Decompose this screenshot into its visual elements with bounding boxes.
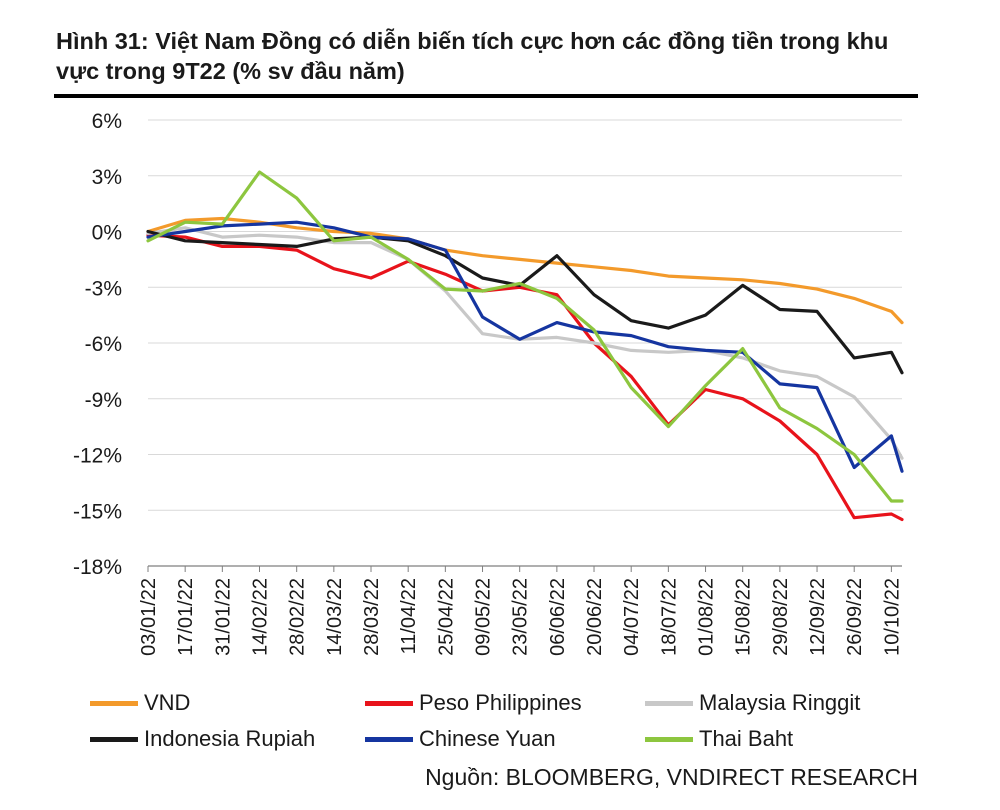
y-tick-label: -15% — [73, 500, 122, 523]
x-axis-tick-labels: 03/01/22 17/01/22 31/01/22 14/02/22 28/02/22… — [138, 578, 903, 656]
gridlines — [148, 119, 902, 567]
legend-label-chinese-yuan: Chinese Yuan — [419, 726, 556, 751]
legend-label-malaysia-ringgit: Malaysia Ringgit — [699, 690, 861, 715]
legend-item-thai-baht: Thai Baht — [645, 726, 793, 752]
legend-swatch-indonesia-rupiah — [90, 736, 138, 742]
legend: VND Peso Philippines Malaysia Ringgit In… — [90, 690, 920, 760]
y-tick-label: -18% — [73, 556, 122, 579]
y-axis-tick-labels: 6% 3% 0% -3% -6% -9% -12% -15% -18% — [73, 110, 122, 579]
legend-swatch-chinese-yuan — [365, 736, 413, 742]
x-tick-label: 26/09/22 — [844, 578, 866, 656]
x-tick-label: 14/03/22 — [324, 578, 346, 656]
x-tick-label: 10/10/22 — [881, 578, 903, 656]
x-tick-label: 31/01/22 — [212, 578, 234, 656]
chart-title: Hình 31: Việt Nam Đồng có diễn biến tích… — [56, 28, 889, 84]
legend-label-thai-baht: Thai Baht — [699, 726, 794, 751]
x-tick-label: 06/06/22 — [547, 578, 569, 656]
x-tick-label: 28/03/22 — [361, 578, 383, 656]
y-tick-label: -12% — [73, 445, 122, 468]
legend-item-vnd: VND — [90, 690, 190, 716]
x-tick-label: 04/07/22 — [621, 578, 643, 656]
x-tick-label: 09/05/22 — [473, 578, 495, 656]
legend-label-vnd: VND — [144, 690, 191, 715]
legend-swatch-vnd — [90, 700, 138, 706]
legend-item-indonesia-rupiah: Indonesia Rupiah — [90, 726, 315, 752]
x-tick-label: 23/05/22 — [510, 578, 532, 656]
x-tick-label: 17/01/22 — [175, 578, 197, 656]
x-tick-label: 03/01/22 — [138, 578, 160, 656]
x-tick-label: 01/08/22 — [696, 578, 718, 656]
x-tick-label: 14/02/22 — [250, 578, 272, 656]
x-tick-label: 29/08/22 — [770, 578, 792, 656]
x-tick-label: 15/08/22 — [733, 578, 755, 656]
series-line-indonesia-rupiah — [146, 229, 904, 375]
series-line-chinese-yuan — [146, 220, 904, 473]
series-line-malaysia-ringgit — [146, 226, 904, 460]
x-tick-label: 11/04/22 — [398, 578, 420, 654]
y-tick-label: 3% — [92, 166, 122, 189]
source-note: Nguồn: BLOOMBERG, VNDIRECT RESEARCH — [425, 764, 918, 790]
y-tick-label: 6% — [92, 110, 122, 133]
title-divider — [54, 94, 918, 98]
y-tick-label: -9% — [85, 389, 122, 412]
legend-item-peso-philippines: Peso Philippines — [365, 690, 582, 716]
series-line-thai-baht — [146, 170, 904, 503]
x-tick-label: 25/04/22 — [435, 578, 457, 656]
legend-label-peso-philippines: Peso Philippines — [419, 690, 582, 715]
legend-label-indonesia-rupiah: Indonesia Rupiah — [144, 726, 316, 751]
y-tick-label: -3% — [85, 277, 122, 300]
series-line-vnd — [146, 216, 904, 325]
legend-item-chinese-yuan: Chinese Yuan — [365, 726, 556, 752]
x-tick-label: 20/06/22 — [584, 578, 606, 656]
legend-item-malaysia-ringgit: Malaysia Ringgit — [645, 690, 860, 716]
series-line-peso-philippines — [146, 233, 904, 522]
series-lines — [146, 170, 904, 522]
legend-swatch-peso-philippines — [365, 700, 413, 706]
x-tick-label: 12/09/22 — [807, 578, 829, 656]
x-tick-label: 18/07/22 — [658, 578, 680, 656]
legend-swatch-malaysia-ringgit — [645, 700, 693, 706]
y-tick-label: 0% — [92, 222, 122, 245]
x-tick-label: 28/02/22 — [287, 578, 309, 656]
x-axis — [147, 565, 902, 572]
y-tick-label: -6% — [85, 333, 122, 356]
legend-swatch-thai-baht — [645, 736, 693, 742]
